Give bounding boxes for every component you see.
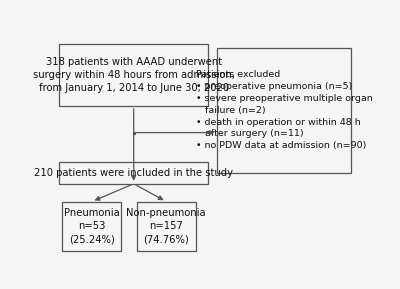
Text: Pneumonia
n=53
(25.24%): Pneumonia n=53 (25.24%)	[64, 208, 120, 244]
Text: 318 patients with AAAD underwent
surgery within 48 hours from admission,
from Ja: 318 patients with AAAD underwent surgery…	[33, 57, 235, 93]
FancyBboxPatch shape	[218, 48, 351, 173]
FancyBboxPatch shape	[59, 44, 208, 106]
FancyBboxPatch shape	[137, 202, 196, 251]
Text: 210 patients were included in the study: 210 patients were included in the study	[34, 168, 233, 178]
Text: Patients excluded
• preoperative pneumonia (n=5)
• severe preoperative multiple : Patients excluded • preoperative pneumon…	[196, 71, 372, 150]
FancyBboxPatch shape	[62, 202, 121, 251]
Text: Non-pneumonia
n=157
(74.76%): Non-pneumonia n=157 (74.76%)	[126, 208, 206, 244]
FancyBboxPatch shape	[59, 162, 208, 184]
